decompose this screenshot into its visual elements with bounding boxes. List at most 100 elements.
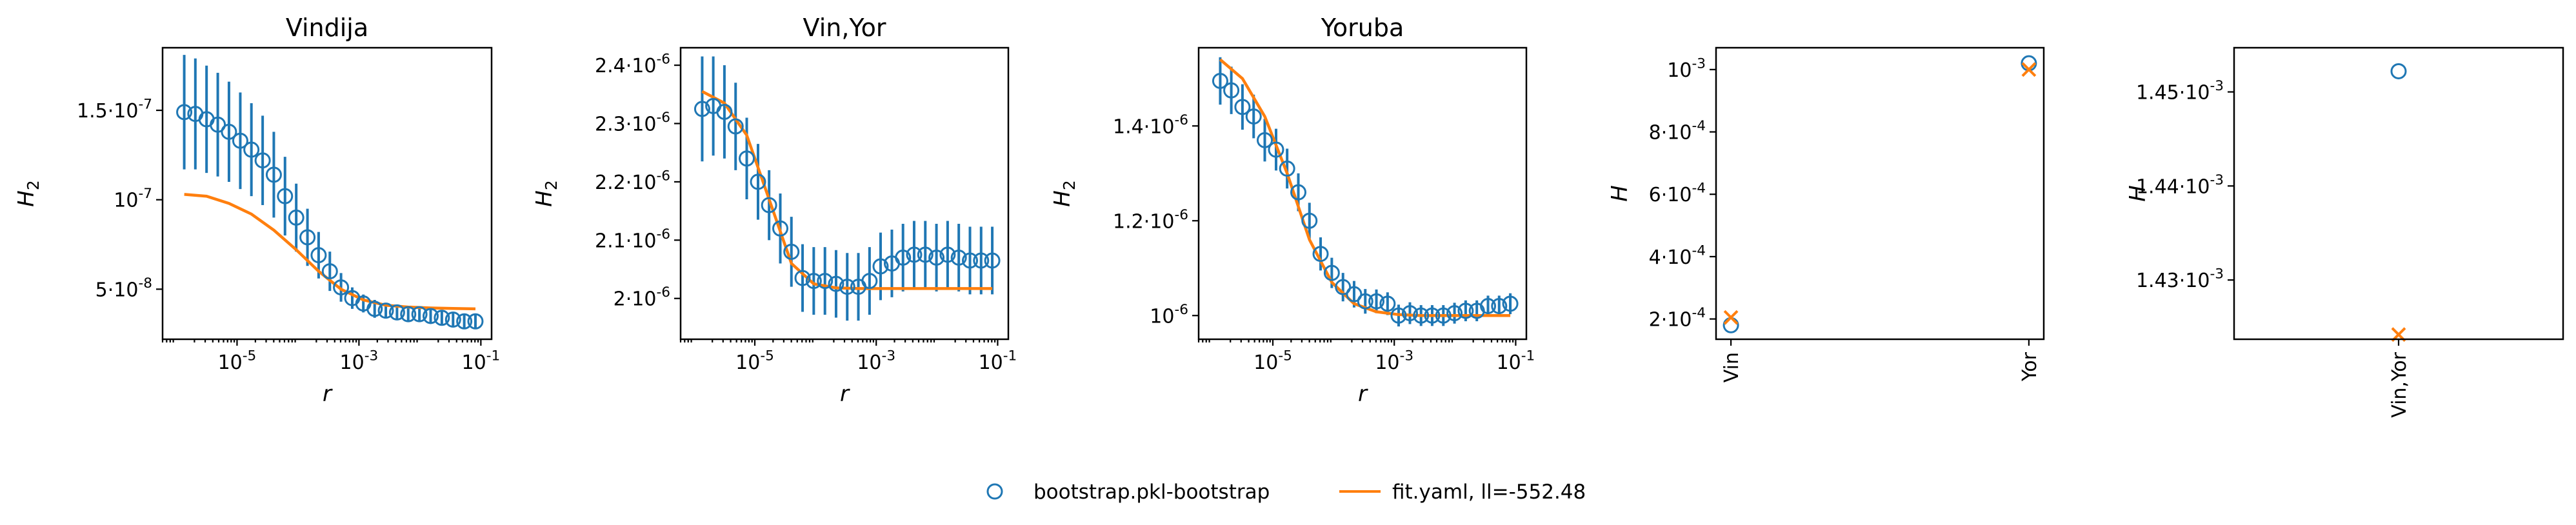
data-point bbox=[928, 249, 945, 266]
data-point bbox=[299, 229, 316, 246]
data-point bbox=[411, 306, 428, 322]
fit-line bbox=[1219, 58, 1511, 317]
data-point bbox=[1413, 307, 1430, 324]
x-tick-label: 10-5​ bbox=[735, 348, 774, 375]
panel-2: Vin,Yor 10-5​ 10-3​ 10-1​ r 2·10-6​ 2.1·10-6​ 2… bbox=[532, 14, 1017, 407]
data-point bbox=[1290, 184, 1307, 201]
y-axis-label: H bbox=[1607, 185, 1633, 202]
data-point bbox=[1323, 264, 1340, 281]
data-point bbox=[423, 308, 439, 324]
panel-title: Vindija bbox=[286, 14, 368, 42]
data-point bbox=[254, 152, 271, 169]
data-point bbox=[1257, 132, 1273, 148]
data-point bbox=[783, 243, 800, 260]
panel-title: Yoruba bbox=[1321, 14, 1404, 42]
data-point bbox=[467, 313, 484, 330]
data-point bbox=[872, 258, 889, 275]
fit-line bbox=[701, 90, 993, 290]
x-tick-label: 10-5​ bbox=[218, 348, 257, 375]
x-tick-label: 10-1​ bbox=[979, 348, 1017, 375]
data-point bbox=[210, 116, 226, 133]
x-tick-label: 10-5​ bbox=[1253, 348, 1292, 375]
data-point bbox=[772, 220, 789, 237]
model-point bbox=[1723, 310, 1739, 325]
x-tick-label: Vin,Yor bbox=[2388, 352, 2411, 417]
data-point bbox=[1335, 279, 1352, 295]
panel-1: Vindija 10-5​ 10-3​ 10-1​ r 5·10-8​ 10-7​ 1.5·1… bbox=[14, 14, 500, 407]
data-point bbox=[895, 249, 912, 266]
x-axis-label: r bbox=[840, 381, 850, 407]
y-tick-label: 6·10-4​ bbox=[1649, 181, 1706, 207]
y-tick-label: 2.1·10-6​ bbox=[595, 226, 670, 253]
x-tick-label: Yor bbox=[2019, 352, 2041, 382]
data-point bbox=[727, 118, 744, 135]
y-tick-label: 1.2·10-6​ bbox=[1113, 207, 1188, 233]
y-tick-label: 1.4·10-6​ bbox=[1113, 112, 1188, 139]
data-point bbox=[1279, 160, 1295, 177]
data-point bbox=[694, 101, 710, 117]
data-point bbox=[232, 132, 248, 149]
data-point bbox=[828, 275, 844, 292]
panel-3: Yoruba 10-5​ 10-3​ 10-1​ r 10-6​ 1.2·10-6​ 1.4·… bbox=[1050, 14, 1535, 407]
fit-line bbox=[184, 193, 476, 311]
data-point bbox=[1502, 295, 1519, 312]
y-tick-label: 10-3​ bbox=[1667, 55, 1706, 82]
data-point bbox=[434, 310, 450, 326]
data-point bbox=[839, 279, 855, 295]
data-point bbox=[377, 302, 394, 319]
data-point bbox=[366, 301, 383, 317]
data-point bbox=[456, 313, 473, 330]
data-point bbox=[1223, 82, 1240, 99]
data-point bbox=[805, 273, 822, 290]
data-point bbox=[277, 188, 294, 204]
data-point bbox=[1379, 295, 1396, 312]
data-point bbox=[321, 263, 338, 280]
data-point bbox=[1435, 307, 1452, 324]
y-tick-label: 2.4·10-6​ bbox=[595, 52, 670, 78]
axes-frame bbox=[2233, 46, 2564, 341]
x-tick-label: 10-1​ bbox=[462, 348, 501, 375]
y-axis-label: H bbox=[2125, 185, 2151, 202]
y-tick-label: 2.2·10-6​ bbox=[595, 168, 670, 194]
data-point bbox=[861, 273, 878, 290]
data-point bbox=[1368, 293, 1385, 310]
data-point bbox=[761, 197, 777, 213]
data-point bbox=[243, 141, 260, 158]
data-point bbox=[1301, 212, 1318, 229]
x-tick-label: 10-3​ bbox=[857, 348, 895, 375]
legend-label-bootstrap: bootstrap.pkl-bootstrap bbox=[1033, 480, 1270, 504]
data-point bbox=[1234, 99, 1251, 115]
data-point bbox=[917, 246, 934, 263]
data-point bbox=[1268, 141, 1284, 158]
data-point bbox=[265, 166, 282, 183]
data-point bbox=[1446, 305, 1463, 322]
x-tick-label: 10-3​ bbox=[1375, 348, 1413, 375]
y-tick-label: 1.5·10-7​ bbox=[77, 97, 152, 123]
y-tick-label: 5·10-8​ bbox=[95, 275, 152, 302]
legend: bootstrap.pkl-bootstrap fit.yaml, ll=-55… bbox=[986, 480, 1586, 504]
data-point bbox=[716, 103, 733, 120]
data-point bbox=[310, 247, 327, 264]
data-point bbox=[288, 209, 305, 226]
data-point bbox=[1491, 298, 1508, 315]
y-tick-label: 2·10-4​ bbox=[1649, 305, 1706, 331]
data-point bbox=[1245, 108, 1262, 125]
y-tick-label: 1.45·10-3​ bbox=[2136, 78, 2224, 104]
data-point bbox=[1401, 305, 1418, 322]
data-point bbox=[1722, 317, 1739, 333]
legend-label-fit: fit.yaml, ll=-552.48 bbox=[1392, 480, 1586, 504]
data-point bbox=[984, 252, 1001, 269]
panels: Vindija 10-5​ 10-3​ 10-1​ r 5·10-8​ 10-7​ 1.5·1… bbox=[14, 14, 2564, 418]
data-point bbox=[400, 306, 417, 322]
data-point bbox=[221, 123, 237, 140]
y-tick-label: 10-7​ bbox=[114, 186, 152, 212]
data-point bbox=[950, 249, 967, 266]
data-point bbox=[906, 246, 923, 263]
data-point bbox=[444, 311, 461, 328]
data-point bbox=[2390, 63, 2407, 79]
y-axis-label: H2 bbox=[1050, 180, 1079, 206]
legend-marker-bootstrap bbox=[986, 483, 1003, 500]
y-tick-label: 10-6​ bbox=[1150, 302, 1188, 328]
x-tick-label: Vin bbox=[1721, 352, 1743, 382]
